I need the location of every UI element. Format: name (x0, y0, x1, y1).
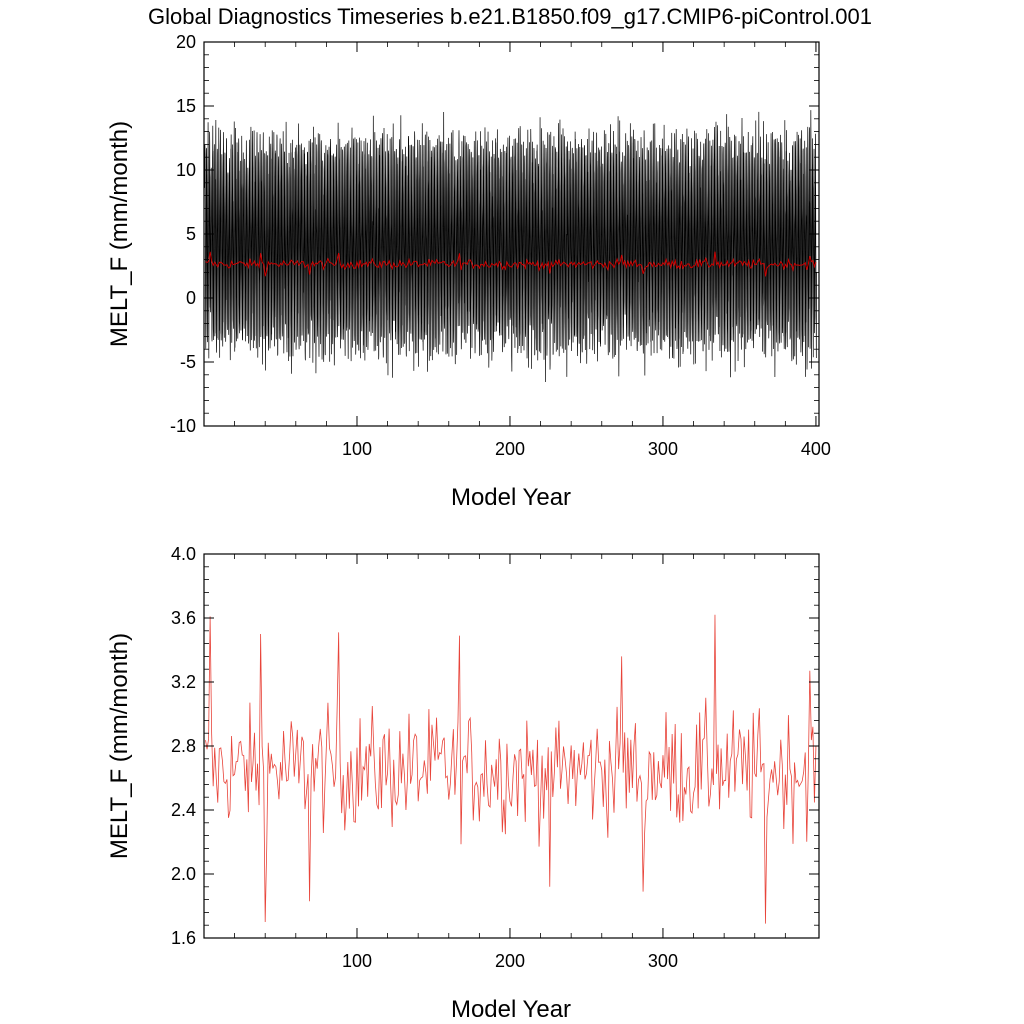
y-tick-label: 3.2 (171, 672, 196, 692)
top-y-axis-label: MELT_F (mm/month) (106, 121, 133, 347)
top-panel: -10 -5 0 5 10 15 20 100 200 300 400 Model Year MEL… (106, 32, 831, 511)
x-tick-label: 400 (801, 439, 831, 459)
y-tick-label: -10 (170, 416, 196, 436)
bottom-axis-ticks: 1.6 2.0 2.4 2.8 3.2 3.6 4.0 100 200 300 (171, 544, 819, 971)
bottom-panel: 1.6 2.0 2.4 2.8 3.2 3.6 4.0 100 200 300 Model Yea… (106, 544, 820, 1023)
y-tick-label: 4.0 (171, 544, 196, 564)
annual-line (205, 251, 817, 277)
top-x-axis-label: Model Year (451, 484, 571, 511)
x-tick-label: 300 (648, 439, 678, 459)
y-tick-label: 1.6 (171, 928, 196, 948)
monthly-series-top (204, 110, 817, 383)
annual-line (205, 614, 817, 924)
y-tick-label: 5 (186, 224, 196, 244)
monthly-line (204, 110, 817, 383)
chart-title: Global Diagnostics Timeseries b.e21.B185… (148, 4, 872, 29)
x-tick-label: 300 (648, 951, 678, 971)
x-tick-label: 100 (342, 951, 372, 971)
y-tick-label: 2.4 (171, 800, 196, 820)
y-tick-label: 15 (176, 96, 196, 116)
x-tick-label: 200 (495, 439, 525, 459)
x-tick-label: 100 (342, 439, 372, 459)
y-tick-label: 10 (176, 160, 196, 180)
bottom-y-axis-label: MELT_F (mm/month) (106, 633, 133, 859)
top-axis-ticks: -10 -5 0 5 10 15 20 100 200 300 400 (170, 32, 831, 459)
annual-series-top (205, 251, 817, 277)
y-tick-label: 2.0 (171, 864, 196, 884)
x-tick-label: 200 (495, 951, 525, 971)
y-tick-label: 0 (186, 288, 196, 308)
y-tick-label: 3.6 (171, 608, 196, 628)
annual-series-bottom (205, 614, 817, 924)
y-tick-label: 20 (176, 32, 196, 52)
y-tick-label: 2.8 (171, 736, 196, 756)
bottom-x-axis-label: Model Year (451, 996, 571, 1023)
y-tick-label: -5 (180, 352, 196, 372)
